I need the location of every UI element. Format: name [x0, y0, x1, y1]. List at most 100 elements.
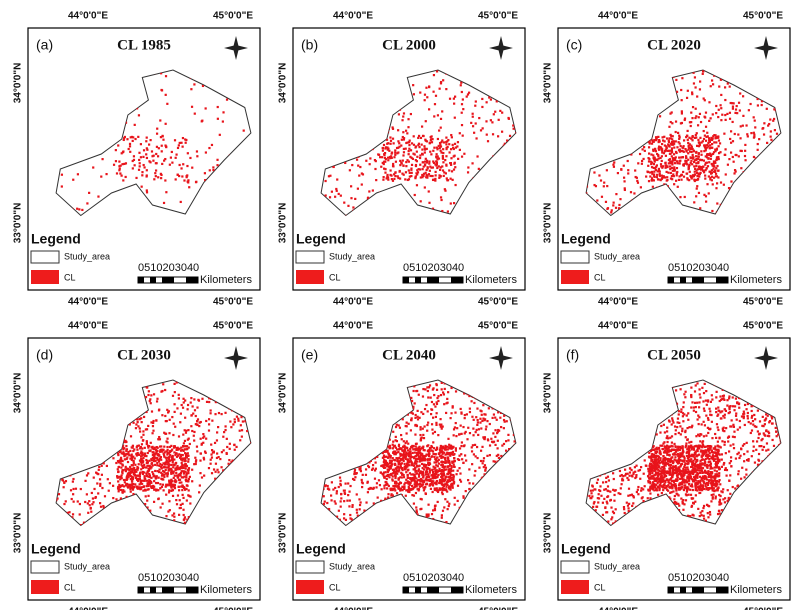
cl-pixel [437, 138, 439, 140]
cl-pixel [711, 143, 713, 145]
cl-pixel [134, 471, 136, 473]
cl-pixel [138, 463, 140, 465]
cl-pixel [624, 187, 626, 189]
cl-pixel [480, 460, 482, 462]
cl-pixel [157, 489, 159, 491]
cl-pixel [398, 142, 400, 144]
cl-pixel [360, 501, 362, 503]
cl-pixel [686, 97, 688, 99]
scale-seg [186, 277, 198, 283]
cl-pixel [133, 159, 135, 161]
cl-pixel [165, 191, 167, 193]
cl-pixel [426, 175, 428, 177]
cl-pixel [186, 448, 188, 450]
cl-pixel [383, 487, 385, 489]
cl-pixel [402, 131, 404, 133]
cl-pixel [688, 164, 690, 166]
cl-pixel [415, 414, 417, 416]
cl-pixel [716, 156, 718, 158]
cl-pixel [407, 469, 409, 471]
cl-pixel [472, 428, 474, 430]
cl-pixel [683, 176, 685, 178]
cl-pixel [415, 492, 417, 494]
cl-pixel [721, 114, 723, 116]
cl-pixel [442, 391, 444, 393]
cl-pixel [180, 507, 182, 509]
legend-item: Study_area [329, 251, 375, 261]
cl-pixel [467, 427, 469, 429]
cl-pixel [117, 471, 119, 473]
cl-pixel [143, 466, 145, 468]
cl-pixel [183, 442, 185, 444]
cl-pixel [457, 158, 459, 160]
cl-pixel [694, 173, 696, 175]
cl-pixel [676, 167, 678, 169]
legend-swatch [561, 251, 589, 263]
cl-pixel [345, 483, 347, 485]
cl-pixel [617, 172, 619, 174]
cl-pixel [417, 410, 419, 412]
cl-pixel [145, 466, 147, 468]
cl-pixel [90, 511, 92, 513]
cl-pixel [347, 482, 349, 484]
cl-pixel [699, 144, 701, 146]
cl-pixel [175, 499, 177, 501]
cl-pixel [354, 198, 356, 200]
cl-pixel [422, 434, 424, 436]
cl-pixel [97, 473, 99, 475]
cl-pixel [440, 476, 442, 478]
cl-pixel [129, 485, 131, 487]
cl-pixel [349, 499, 351, 501]
cl-pixel [724, 148, 726, 150]
cl-pixel [453, 466, 455, 468]
cl-pixel [125, 466, 127, 468]
cl-pixel [141, 465, 143, 467]
cl-pixel [189, 443, 191, 445]
cl-pixel [343, 500, 345, 502]
cl-pixel [142, 439, 144, 441]
cl-pixel [757, 149, 759, 151]
cl-pixel [408, 150, 410, 152]
cl-pixel [124, 468, 126, 470]
cl-pixel [139, 476, 141, 478]
cl-pixel [636, 177, 638, 179]
cl-pixel [170, 450, 172, 452]
cl-pixel [117, 460, 119, 462]
cl-pixel [433, 115, 435, 117]
cl-pixel [753, 116, 755, 118]
legend-item: CL [64, 582, 76, 592]
cl-pixel [386, 146, 388, 148]
cl-pixel [242, 420, 244, 422]
cl-pixel [697, 139, 699, 141]
cl-pixel [740, 167, 742, 169]
cl-pixel [387, 176, 389, 178]
cl-pixel [79, 513, 81, 515]
cl-pixel [349, 169, 351, 171]
cl-pixel [202, 437, 204, 439]
cl-pixel [209, 412, 211, 414]
cl-pixel [116, 172, 118, 174]
cl-pixel [441, 165, 443, 167]
cl-pixel [444, 159, 446, 161]
cl-pixel [140, 143, 142, 145]
cl-pixel [444, 498, 446, 500]
cl-pixel [168, 489, 170, 491]
cl-pixel [199, 484, 201, 486]
legend-title: Legend [31, 231, 81, 247]
cl-pixel [718, 139, 720, 141]
cl-pixel [151, 471, 153, 473]
cl-pixel [123, 139, 125, 141]
cl-pixel [411, 412, 413, 414]
cl-pixel [202, 433, 204, 435]
cl-pixel [610, 211, 612, 213]
cl-pixel [134, 124, 136, 126]
cl-pixel [419, 157, 421, 159]
cl-pixel [444, 190, 446, 192]
cl-pixel [666, 176, 668, 178]
legend-title: Legend [31, 541, 81, 557]
cl-pixel [133, 155, 135, 157]
cl-pixel [432, 450, 434, 452]
cl-pixel [416, 511, 418, 513]
cl-pixel [145, 153, 147, 155]
cl-pixel [165, 75, 167, 77]
